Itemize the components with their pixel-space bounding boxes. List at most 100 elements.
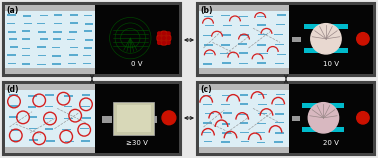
Bar <box>276 24 285 25</box>
Bar <box>292 116 300 121</box>
Bar <box>275 44 284 45</box>
Bar <box>239 43 247 45</box>
Bar <box>95 84 179 153</box>
Bar <box>275 63 284 64</box>
Circle shape <box>357 33 369 45</box>
Bar <box>202 132 211 134</box>
Bar <box>29 139 38 141</box>
Bar <box>203 44 212 46</box>
Bar <box>22 48 30 49</box>
Bar <box>68 63 76 64</box>
Bar <box>37 23 45 24</box>
Text: 10 V: 10 V <box>323 61 339 67</box>
Bar <box>8 54 16 56</box>
Bar <box>45 94 54 96</box>
Bar <box>37 64 46 65</box>
Bar <box>53 63 61 65</box>
Circle shape <box>163 37 165 40</box>
Bar <box>199 147 289 153</box>
Bar <box>222 132 231 134</box>
Bar <box>11 140 20 141</box>
Bar <box>275 104 284 105</box>
Bar <box>276 94 285 95</box>
Bar <box>64 95 73 97</box>
Bar <box>46 140 55 142</box>
Bar <box>5 5 95 11</box>
Bar <box>5 84 95 90</box>
Bar <box>11 129 19 131</box>
Bar <box>64 118 73 119</box>
Bar <box>40 15 48 16</box>
Bar <box>302 103 344 108</box>
Bar <box>203 63 212 65</box>
Bar <box>52 55 60 57</box>
Bar <box>257 24 266 26</box>
Bar <box>240 103 248 105</box>
Bar <box>274 141 283 143</box>
Bar <box>82 117 91 119</box>
Bar <box>69 54 77 56</box>
Bar <box>203 104 212 105</box>
Bar <box>240 34 248 36</box>
Bar <box>239 63 248 64</box>
Text: (d): (d) <box>6 85 19 94</box>
Circle shape <box>308 103 339 133</box>
Bar <box>70 14 78 16</box>
Bar <box>85 23 93 25</box>
Bar <box>223 112 232 114</box>
Bar <box>154 116 157 123</box>
Bar <box>239 16 248 17</box>
Bar <box>257 142 265 143</box>
Bar <box>199 5 289 11</box>
Bar <box>5 84 95 153</box>
Bar <box>9 94 18 96</box>
Bar <box>53 38 61 40</box>
Bar <box>45 106 53 107</box>
Bar <box>28 106 36 108</box>
Bar <box>199 84 289 90</box>
Bar <box>204 53 213 54</box>
Bar <box>84 30 92 32</box>
Bar <box>67 39 76 40</box>
Bar <box>220 53 229 54</box>
Bar <box>197 82 375 155</box>
Bar <box>257 62 266 64</box>
Bar <box>54 14 62 16</box>
Bar <box>222 95 230 96</box>
Bar <box>54 23 62 24</box>
Bar <box>204 141 212 143</box>
Bar <box>70 22 78 24</box>
Bar <box>259 53 268 54</box>
Bar <box>277 54 285 55</box>
Circle shape <box>167 37 170 40</box>
Bar <box>68 31 77 33</box>
Bar <box>304 49 348 53</box>
Bar <box>113 102 154 135</box>
Bar <box>5 11 95 68</box>
Bar <box>64 106 73 107</box>
Bar <box>83 63 91 64</box>
Bar <box>84 15 92 16</box>
Bar <box>240 132 249 133</box>
Bar <box>205 25 214 26</box>
Bar <box>5 5 95 74</box>
Bar <box>84 47 92 49</box>
Bar <box>258 94 267 95</box>
Bar <box>7 23 15 24</box>
Bar <box>221 44 230 46</box>
Bar <box>203 34 212 36</box>
Bar <box>258 113 267 114</box>
Bar <box>8 31 16 33</box>
Bar <box>258 104 266 105</box>
Bar <box>80 128 89 129</box>
Circle shape <box>158 42 160 44</box>
Bar <box>275 122 284 123</box>
Bar <box>222 34 231 36</box>
Bar <box>292 37 301 42</box>
Bar <box>45 118 53 119</box>
Bar <box>23 15 31 17</box>
Bar <box>289 5 373 74</box>
Text: (b): (b) <box>200 6 212 15</box>
Bar <box>10 105 19 107</box>
Bar <box>239 114 248 115</box>
